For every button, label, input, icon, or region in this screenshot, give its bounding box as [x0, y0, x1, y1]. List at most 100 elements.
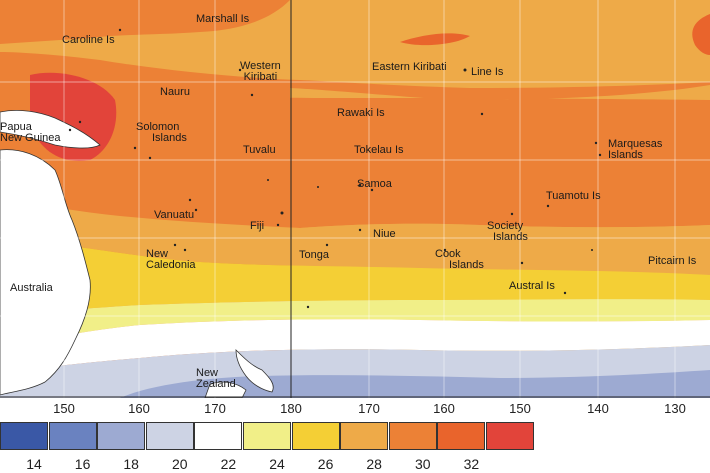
label-line: New: [196, 367, 219, 379]
place-label-pitcairn: Pitcairn Is: [648, 256, 696, 267]
longitude-label: 160: [128, 401, 150, 416]
label-line: Papua: [0, 121, 32, 133]
place-label-caroline: Caroline Is: [62, 35, 115, 46]
legend-swatch: [48, 422, 97, 450]
legend-tick-label: 32: [463, 456, 480, 472]
legend-tick-label: 20: [172, 456, 188, 472]
label-line: Islands: [449, 259, 484, 271]
label-line: Marquesas: [608, 138, 663, 150]
label-line: Samoa: [357, 178, 392, 190]
legend-swatch: [145, 422, 194, 450]
place-label-society: Society Islands: [487, 221, 528, 243]
place-label-solomon: Solomon Islands: [136, 122, 187, 144]
place-label-rawaki: Rawaki Is: [337, 108, 385, 119]
label-line: Marshall Is: [196, 13, 250, 25]
place-label-new-zealand: New Zealand: [196, 368, 236, 390]
graticule: [0, 0, 710, 398]
label-line: Niue: [373, 228, 396, 240]
label-line: Line Is: [471, 66, 504, 78]
label-line: Cook: [435, 248, 461, 260]
legend-tick-label: 14: [26, 456, 42, 472]
legend-tick-label: 30: [415, 456, 431, 472]
label-line: Western: [240, 60, 281, 72]
label-line: New: [146, 248, 169, 260]
label-line: Zealand: [196, 378, 236, 390]
legend-swatch: [388, 422, 437, 450]
place-label-png: Papua New Guinea: [0, 122, 61, 144]
label-line: Pitcairn Is: [648, 255, 697, 267]
legend-tick-label: 16: [74, 456, 91, 472]
longitude-label: 150: [509, 401, 531, 416]
label-line: Solomon: [136, 121, 180, 133]
legend-tick-label: 24: [269, 456, 285, 472]
band-26: [0, 238, 710, 316]
label-line: Nauru: [160, 86, 190, 98]
longitude-label: 170: [358, 401, 380, 416]
australia-land: [0, 149, 91, 396]
place-label-marshall: Marshall Is: [196, 14, 249, 25]
label-line: Society: [487, 220, 524, 232]
legend-tick-label: 18: [123, 456, 139, 472]
label-line: Eastern Kiribati: [372, 61, 447, 73]
legend-tick-label: 26: [317, 456, 334, 472]
label-line: Tokelau Is: [354, 144, 404, 156]
band-30-north-strip: [0, 0, 290, 44]
label-line: Rawaki Is: [337, 107, 385, 119]
place-label-australia: Australia: [10, 283, 53, 294]
place-label-new-caledonia: New Caledonia: [146, 249, 196, 271]
longitude-label: 160: [433, 401, 455, 416]
label-line: Kiribati: [243, 71, 278, 83]
longitude-label: 170: [204, 401, 226, 416]
place-label-eastern-kiribati: Eastern Kiribati: [372, 62, 447, 73]
legend-swatch: [0, 422, 48, 450]
label-line: Caledonia: [146, 259, 196, 271]
label-line: Fiji: [250, 220, 265, 232]
place-label-cook: Cook Islands: [435, 249, 484, 271]
place-label-austral: Austral Is: [509, 281, 555, 292]
label-line: Caroline Is: [62, 34, 115, 46]
place-label-marquesas: Marquesas Islands: [608, 139, 662, 161]
legend-swatch: [485, 422, 534, 450]
longitude-label: 180: [280, 401, 302, 416]
label-line: Tuvalu: [243, 144, 276, 156]
new-guinea-land: [0, 110, 101, 149]
legend-swatch: [194, 422, 243, 450]
band-32-north: [400, 33, 470, 46]
place-label-samoa: Samoa: [357, 179, 392, 190]
legend-swatch: [291, 422, 340, 450]
legend-tick-label: 28: [366, 456, 382, 472]
place-label-fiji: Fiji: [250, 221, 264, 232]
band-22: [0, 319, 710, 372]
band-28-south: [0, 198, 710, 275]
place-label-tuvalu: Tuvalu: [243, 145, 276, 156]
place-label-tuamotu: Tuamotu Is: [546, 191, 601, 202]
label-line: Australia: [10, 282, 53, 294]
legend-tick-label: 22: [220, 456, 237, 472]
label-line: Vanuatu: [154, 209, 195, 221]
island-markers: [68, 28, 602, 309]
sea-surface-temperature-map: [0, 0, 710, 398]
place-label-nauru: Nauru: [160, 87, 190, 98]
place-label-niue: Niue: [373, 229, 396, 240]
place-label-tokelau: Tokelau Is: [354, 145, 404, 156]
legend-swatch: [242, 422, 291, 450]
place-label-vanuatu: Vanuatu: [154, 210, 194, 221]
legend-swatch: [437, 422, 486, 450]
band-32-east: [692, 14, 710, 55]
label-line: Austral Is: [509, 280, 555, 292]
legend-swatch: [97, 422, 146, 450]
label-line: Islands: [152, 132, 187, 144]
longitude-label: 150: [53, 401, 75, 416]
label-line: Tonga: [299, 249, 329, 261]
band-24: [0, 299, 710, 346]
place-label-line: Line Is: [471, 67, 503, 78]
legend-swatch: [340, 422, 389, 450]
place-label-western-kiribati: Western Kiribati: [240, 61, 281, 83]
longitude-label: 140: [587, 401, 609, 416]
temperature-legend: [0, 422, 535, 452]
longitude-label: 130: [664, 401, 686, 416]
label-line: Islands: [608, 149, 643, 161]
label-line: Tuamotu Is: [546, 190, 601, 202]
label-line: Islands: [493, 231, 528, 243]
place-label-tonga: Tonga: [299, 250, 329, 261]
